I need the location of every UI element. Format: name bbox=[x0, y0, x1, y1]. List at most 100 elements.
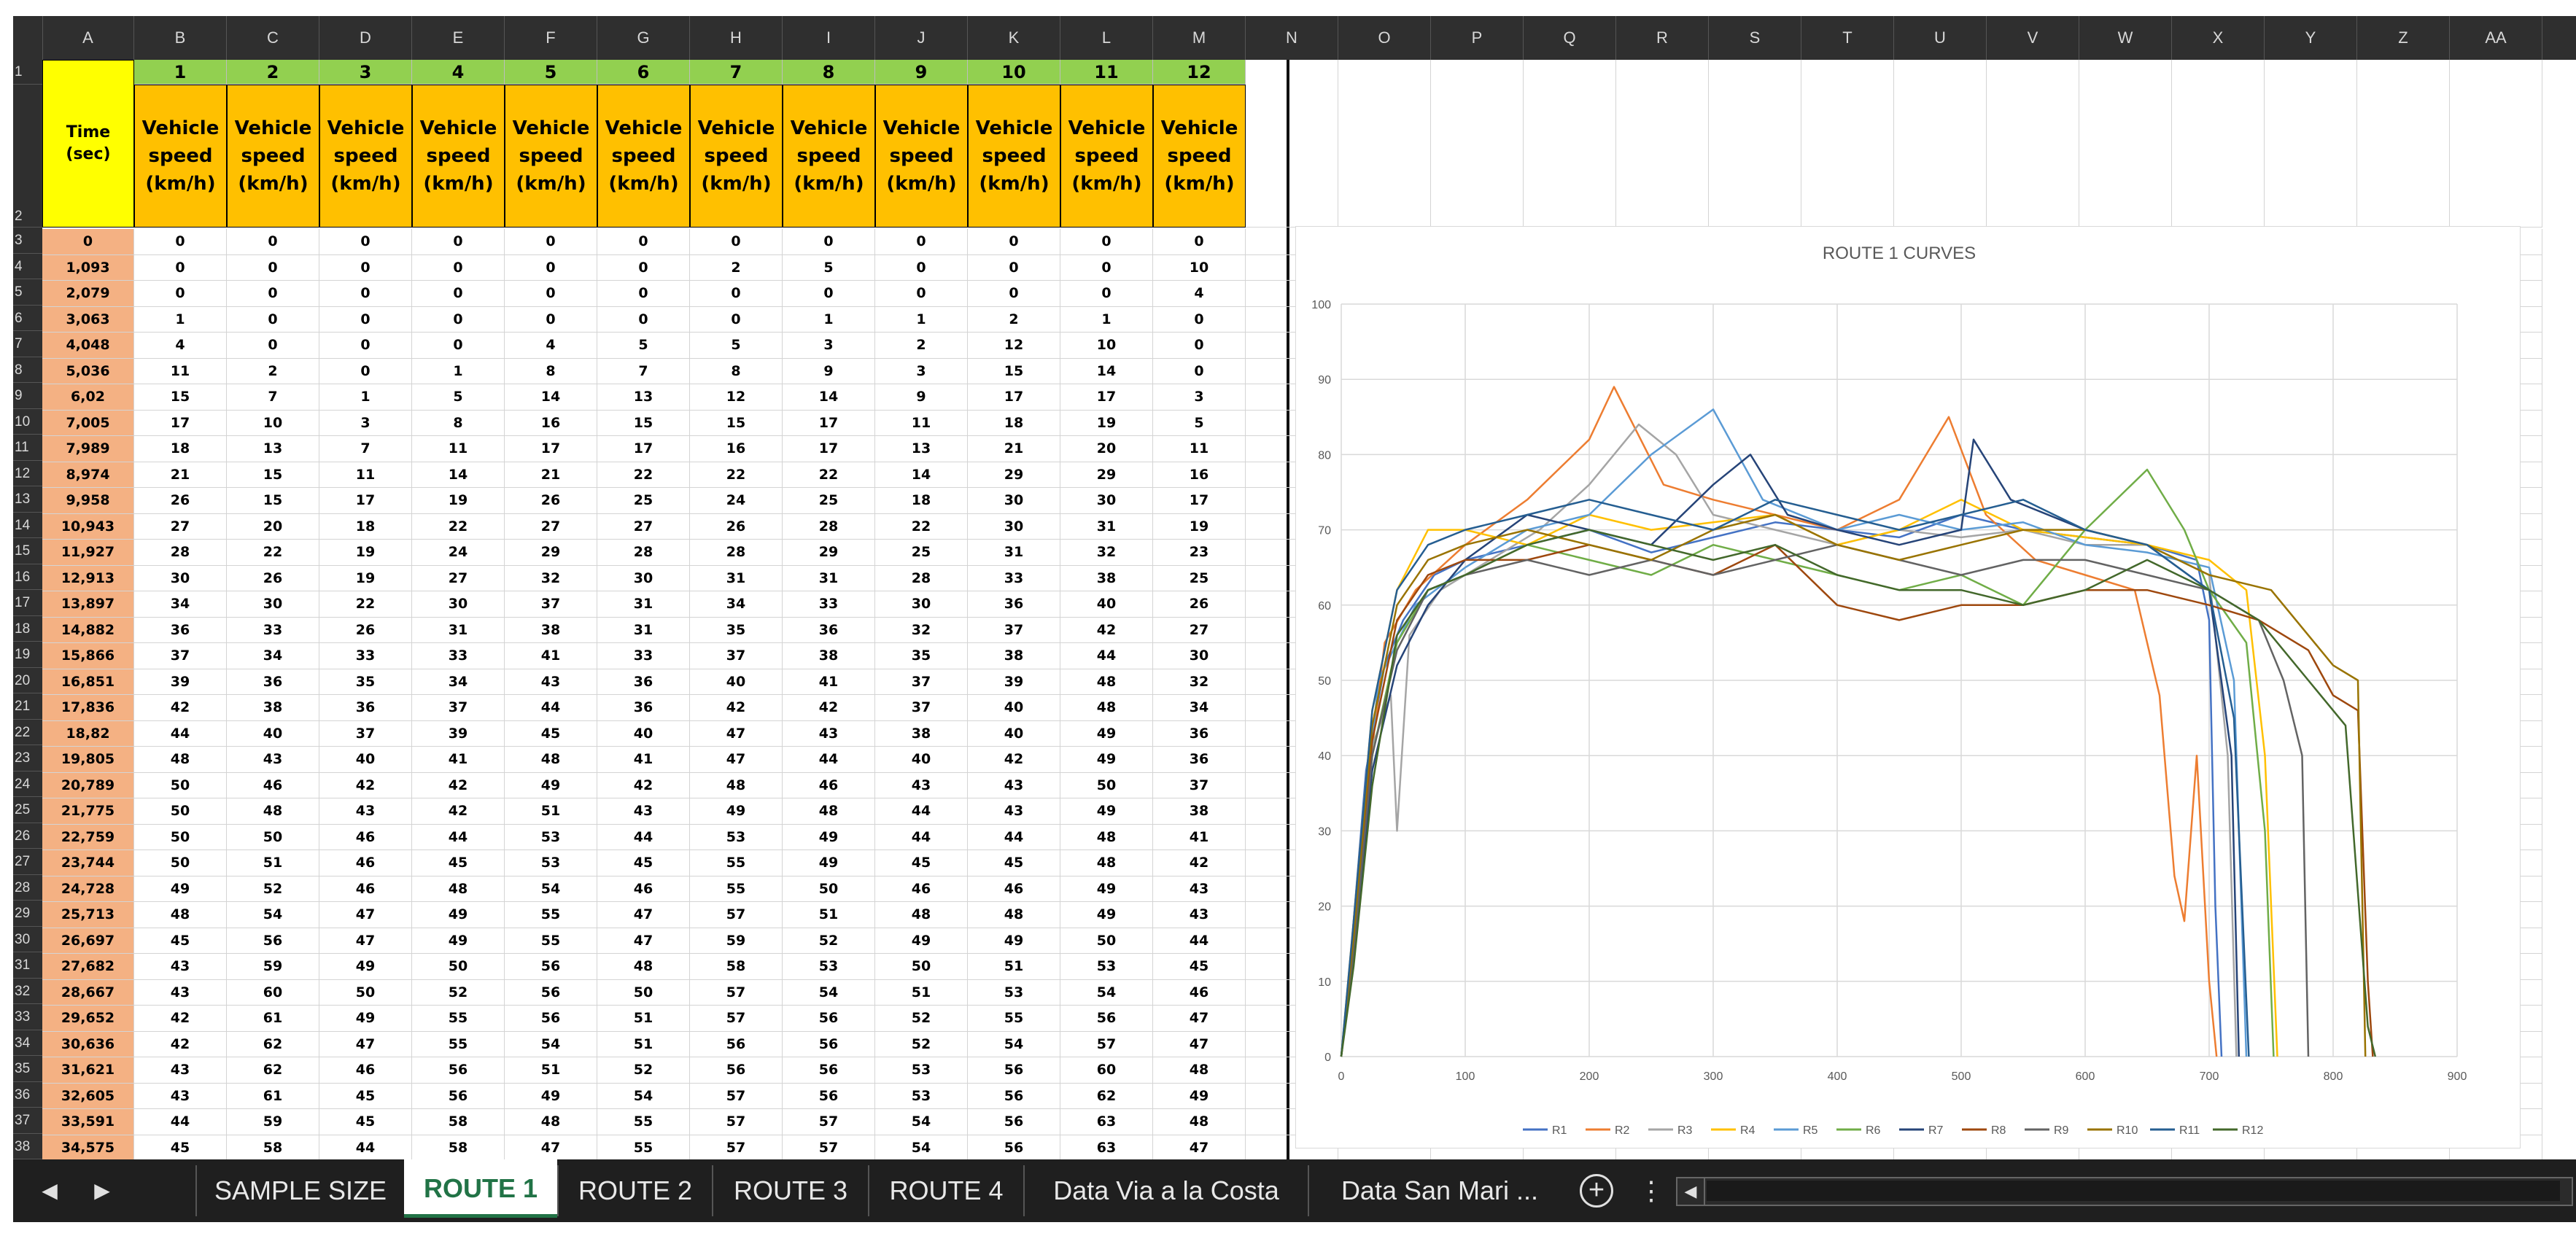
speed-value-cell[interactable]: 48 bbox=[1060, 695, 1153, 721]
speed-value-cell[interactable]: 43 bbox=[597, 798, 690, 825]
speed-header-cell[interactable]: Vehicle speed (km/h) bbox=[968, 85, 1060, 228]
time-cell[interactable]: 7,005 bbox=[42, 410, 134, 436]
route-number-cell[interactable]: 5 bbox=[505, 60, 597, 85]
speed-value-cell[interactable]: 55 bbox=[505, 902, 597, 928]
speed-value-cell[interactable]: 14 bbox=[1060, 358, 1153, 384]
row-header-33[interactable]: 33 bbox=[13, 1004, 42, 1030]
speed-value-cell[interactable]: 37 bbox=[412, 695, 505, 721]
speed-value-cell[interactable]: 25 bbox=[783, 488, 875, 514]
speed-value-cell[interactable]: 26 bbox=[227, 565, 319, 591]
speed-value-cell[interactable]: 47 bbox=[1153, 1031, 1246, 1057]
speed-value-cell[interactable]: 30 bbox=[1153, 643, 1246, 669]
speed-value-cell[interactable]: 43 bbox=[783, 720, 875, 747]
speed-value-cell[interactable]: 14 bbox=[783, 384, 875, 411]
speed-value-cell[interactable]: 44 bbox=[968, 824, 1060, 850]
empty-column-cells[interactable] bbox=[1709, 60, 1801, 228]
speed-value-cell[interactable]: 31 bbox=[783, 565, 875, 591]
speed-value-cell[interactable]: 51 bbox=[783, 902, 875, 928]
speed-value-cell[interactable]: 35 bbox=[875, 643, 968, 669]
speed-value-cell[interactable]: 1 bbox=[1060, 306, 1153, 333]
speed-value-cell[interactable]: 27 bbox=[134, 513, 227, 540]
speed-value-cell[interactable]: 41 bbox=[1153, 824, 1246, 850]
speed-value-cell[interactable]: 43 bbox=[968, 798, 1060, 825]
column-header-c[interactable]: C bbox=[227, 16, 319, 60]
route-number-cell[interactable]: 1 bbox=[134, 60, 227, 85]
speed-value-cell[interactable]: 13 bbox=[227, 436, 319, 462]
speed-value-cell[interactable]: 43 bbox=[134, 1083, 227, 1109]
speed-value-cell[interactable]: 56 bbox=[1060, 1006, 1153, 1032]
row-header-28[interactable]: 28 bbox=[13, 875, 42, 901]
speed-value-cell[interactable]: 47 bbox=[319, 1031, 412, 1057]
speed-value-cell[interactable]: 31 bbox=[690, 565, 783, 591]
speed-value-cell[interactable]: 44 bbox=[875, 798, 968, 825]
time-cell[interactable]: 19,805 bbox=[42, 747, 134, 773]
time-cell[interactable]: 24,728 bbox=[42, 876, 134, 902]
speed-value-cell[interactable]: 54 bbox=[505, 876, 597, 902]
speed-value-cell[interactable]: 17 bbox=[597, 436, 690, 462]
speed-value-cell[interactable]: 29 bbox=[783, 540, 875, 566]
speed-value-cell[interactable]: 0 bbox=[134, 229, 227, 255]
speed-value-cell[interactable]: 47 bbox=[597, 902, 690, 928]
speed-header-cell[interactable]: Vehicle speed (km/h) bbox=[690, 85, 783, 228]
column-header-w[interactable]: W bbox=[2079, 16, 2172, 60]
empty-column-cells[interactable] bbox=[1431, 60, 1524, 228]
speed-value-cell[interactable]: 0 bbox=[875, 281, 968, 307]
speed-value-cell[interactable]: 49 bbox=[505, 1083, 597, 1109]
row-header-8[interactable]: 8 bbox=[13, 357, 42, 383]
speed-value-cell[interactable]: 50 bbox=[227, 824, 319, 850]
speed-value-cell[interactable]: 63 bbox=[1060, 1109, 1153, 1135]
speed-value-cell[interactable]: 16 bbox=[690, 436, 783, 462]
speed-value-cell[interactable]: 19 bbox=[319, 540, 412, 566]
speed-value-cell[interactable]: 45 bbox=[134, 1135, 227, 1159]
speed-value-cell[interactable]: 3 bbox=[1153, 384, 1246, 411]
row-header-36[interactable]: 36 bbox=[13, 1082, 42, 1108]
speed-value-cell[interactable]: 0 bbox=[1153, 306, 1246, 333]
column-header-q[interactable]: Q bbox=[1524, 16, 1616, 60]
speed-value-cell[interactable]: 48 bbox=[227, 798, 319, 825]
row-header-15[interactable]: 15 bbox=[13, 538, 42, 564]
speed-value-cell[interactable]: 54 bbox=[783, 979, 875, 1006]
speed-value-cell[interactable]: 0 bbox=[227, 306, 319, 333]
speed-value-cell[interactable]: 19 bbox=[412, 488, 505, 514]
speed-value-cell[interactable]: 42 bbox=[1153, 850, 1246, 876]
speed-value-cell[interactable]: 0 bbox=[597, 229, 690, 255]
speed-value-cell[interactable]: 42 bbox=[134, 1006, 227, 1032]
speed-value-cell[interactable]: 54 bbox=[875, 1135, 968, 1159]
speed-value-cell[interactable]: 7 bbox=[597, 358, 690, 384]
row-header-25[interactable]: 25 bbox=[13, 797, 42, 823]
speed-value-cell[interactable]: 47 bbox=[319, 902, 412, 928]
speed-value-cell[interactable]: 11 bbox=[412, 436, 505, 462]
speed-value-cell[interactable]: 56 bbox=[968, 1057, 1060, 1084]
speed-header-cell[interactable]: Vehicle speed (km/h) bbox=[412, 85, 505, 228]
speed-value-cell[interactable]: 50 bbox=[319, 979, 412, 1006]
speed-value-cell[interactable]: 57 bbox=[690, 902, 783, 928]
speed-value-cell[interactable]: 15 bbox=[227, 488, 319, 514]
speed-value-cell[interactable]: 10 bbox=[227, 410, 319, 436]
speed-value-cell[interactable]: 57 bbox=[783, 1135, 875, 1159]
speed-value-cell[interactable]: 48 bbox=[968, 902, 1060, 928]
speed-value-cell[interactable]: 45 bbox=[412, 850, 505, 876]
speed-value-cell[interactable]: 47 bbox=[1153, 1135, 1246, 1159]
column-header-b[interactable]: B bbox=[134, 16, 227, 60]
speed-value-cell[interactable]: 49 bbox=[783, 850, 875, 876]
speed-value-cell[interactable]: 55 bbox=[690, 876, 783, 902]
speed-header-cell[interactable]: Vehicle speed (km/h) bbox=[134, 85, 227, 228]
speed-value-cell[interactable]: 56 bbox=[968, 1135, 1060, 1159]
empty-column-cells[interactable] bbox=[1338, 60, 1431, 228]
route-number-cell[interactable]: 9 bbox=[875, 60, 968, 85]
speed-value-cell[interactable]: 50 bbox=[134, 850, 227, 876]
route-number-cell[interactable]: 3 bbox=[319, 60, 412, 85]
speed-value-cell[interactable]: 36 bbox=[319, 695, 412, 721]
speed-value-cell[interactable]: 36 bbox=[597, 695, 690, 721]
speed-value-cell[interactable]: 30 bbox=[134, 565, 227, 591]
route-chart[interactable]: ROUTE 1 CURVES 0 10 20 30 40 50 60 70 80 90 100 0 100… bbox=[1295, 226, 2521, 1148]
speed-value-cell[interactable]: 28 bbox=[783, 513, 875, 540]
speed-value-cell[interactable]: 33 bbox=[227, 617, 319, 643]
time-cell[interactable]: 1,093 bbox=[42, 254, 134, 281]
empty-cell[interactable] bbox=[2450, 1135, 2542, 1159]
speed-value-cell[interactable]: 33 bbox=[783, 591, 875, 618]
speed-value-cell[interactable]: 50 bbox=[597, 979, 690, 1006]
speed-value-cell[interactable]: 15 bbox=[597, 410, 690, 436]
speed-value-cell[interactable]: 51 bbox=[597, 1031, 690, 1057]
speed-value-cell[interactable]: 34 bbox=[227, 643, 319, 669]
